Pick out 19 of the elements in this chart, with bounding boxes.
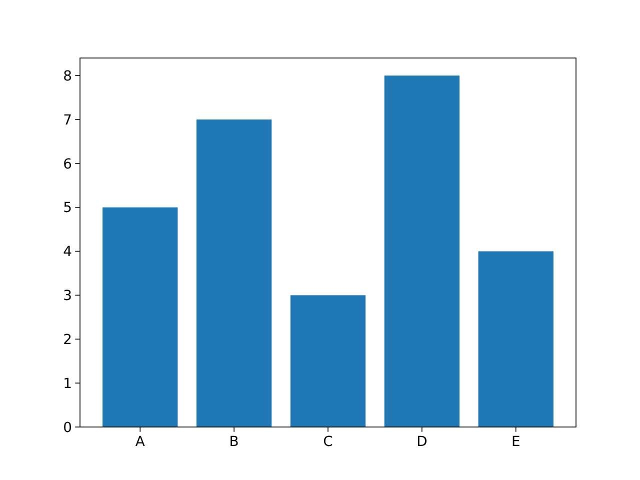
y-tick-label: 3 <box>63 288 72 304</box>
y-tick-label: 2 <box>63 332 72 348</box>
x-tick-label: A <box>135 434 146 450</box>
y-tick-label: 4 <box>63 244 72 260</box>
bar <box>384 76 460 427</box>
bar <box>290 295 366 427</box>
bar <box>102 207 178 427</box>
y-tick-label: 8 <box>63 68 72 84</box>
y-tick-label: 1 <box>63 376 72 392</box>
y-tick-label: 6 <box>63 156 72 172</box>
y-tick-label: 7 <box>63 112 72 128</box>
bar <box>478 251 554 427</box>
x-tick-label: E <box>511 434 520 450</box>
y-tick-label: 5 <box>63 200 72 216</box>
x-tick-label: C <box>323 434 333 450</box>
x-tick-label: D <box>416 434 428 450</box>
bar <box>196 120 272 427</box>
x-tick-label: B <box>229 434 239 450</box>
y-tick-label: 0 <box>63 420 72 436</box>
